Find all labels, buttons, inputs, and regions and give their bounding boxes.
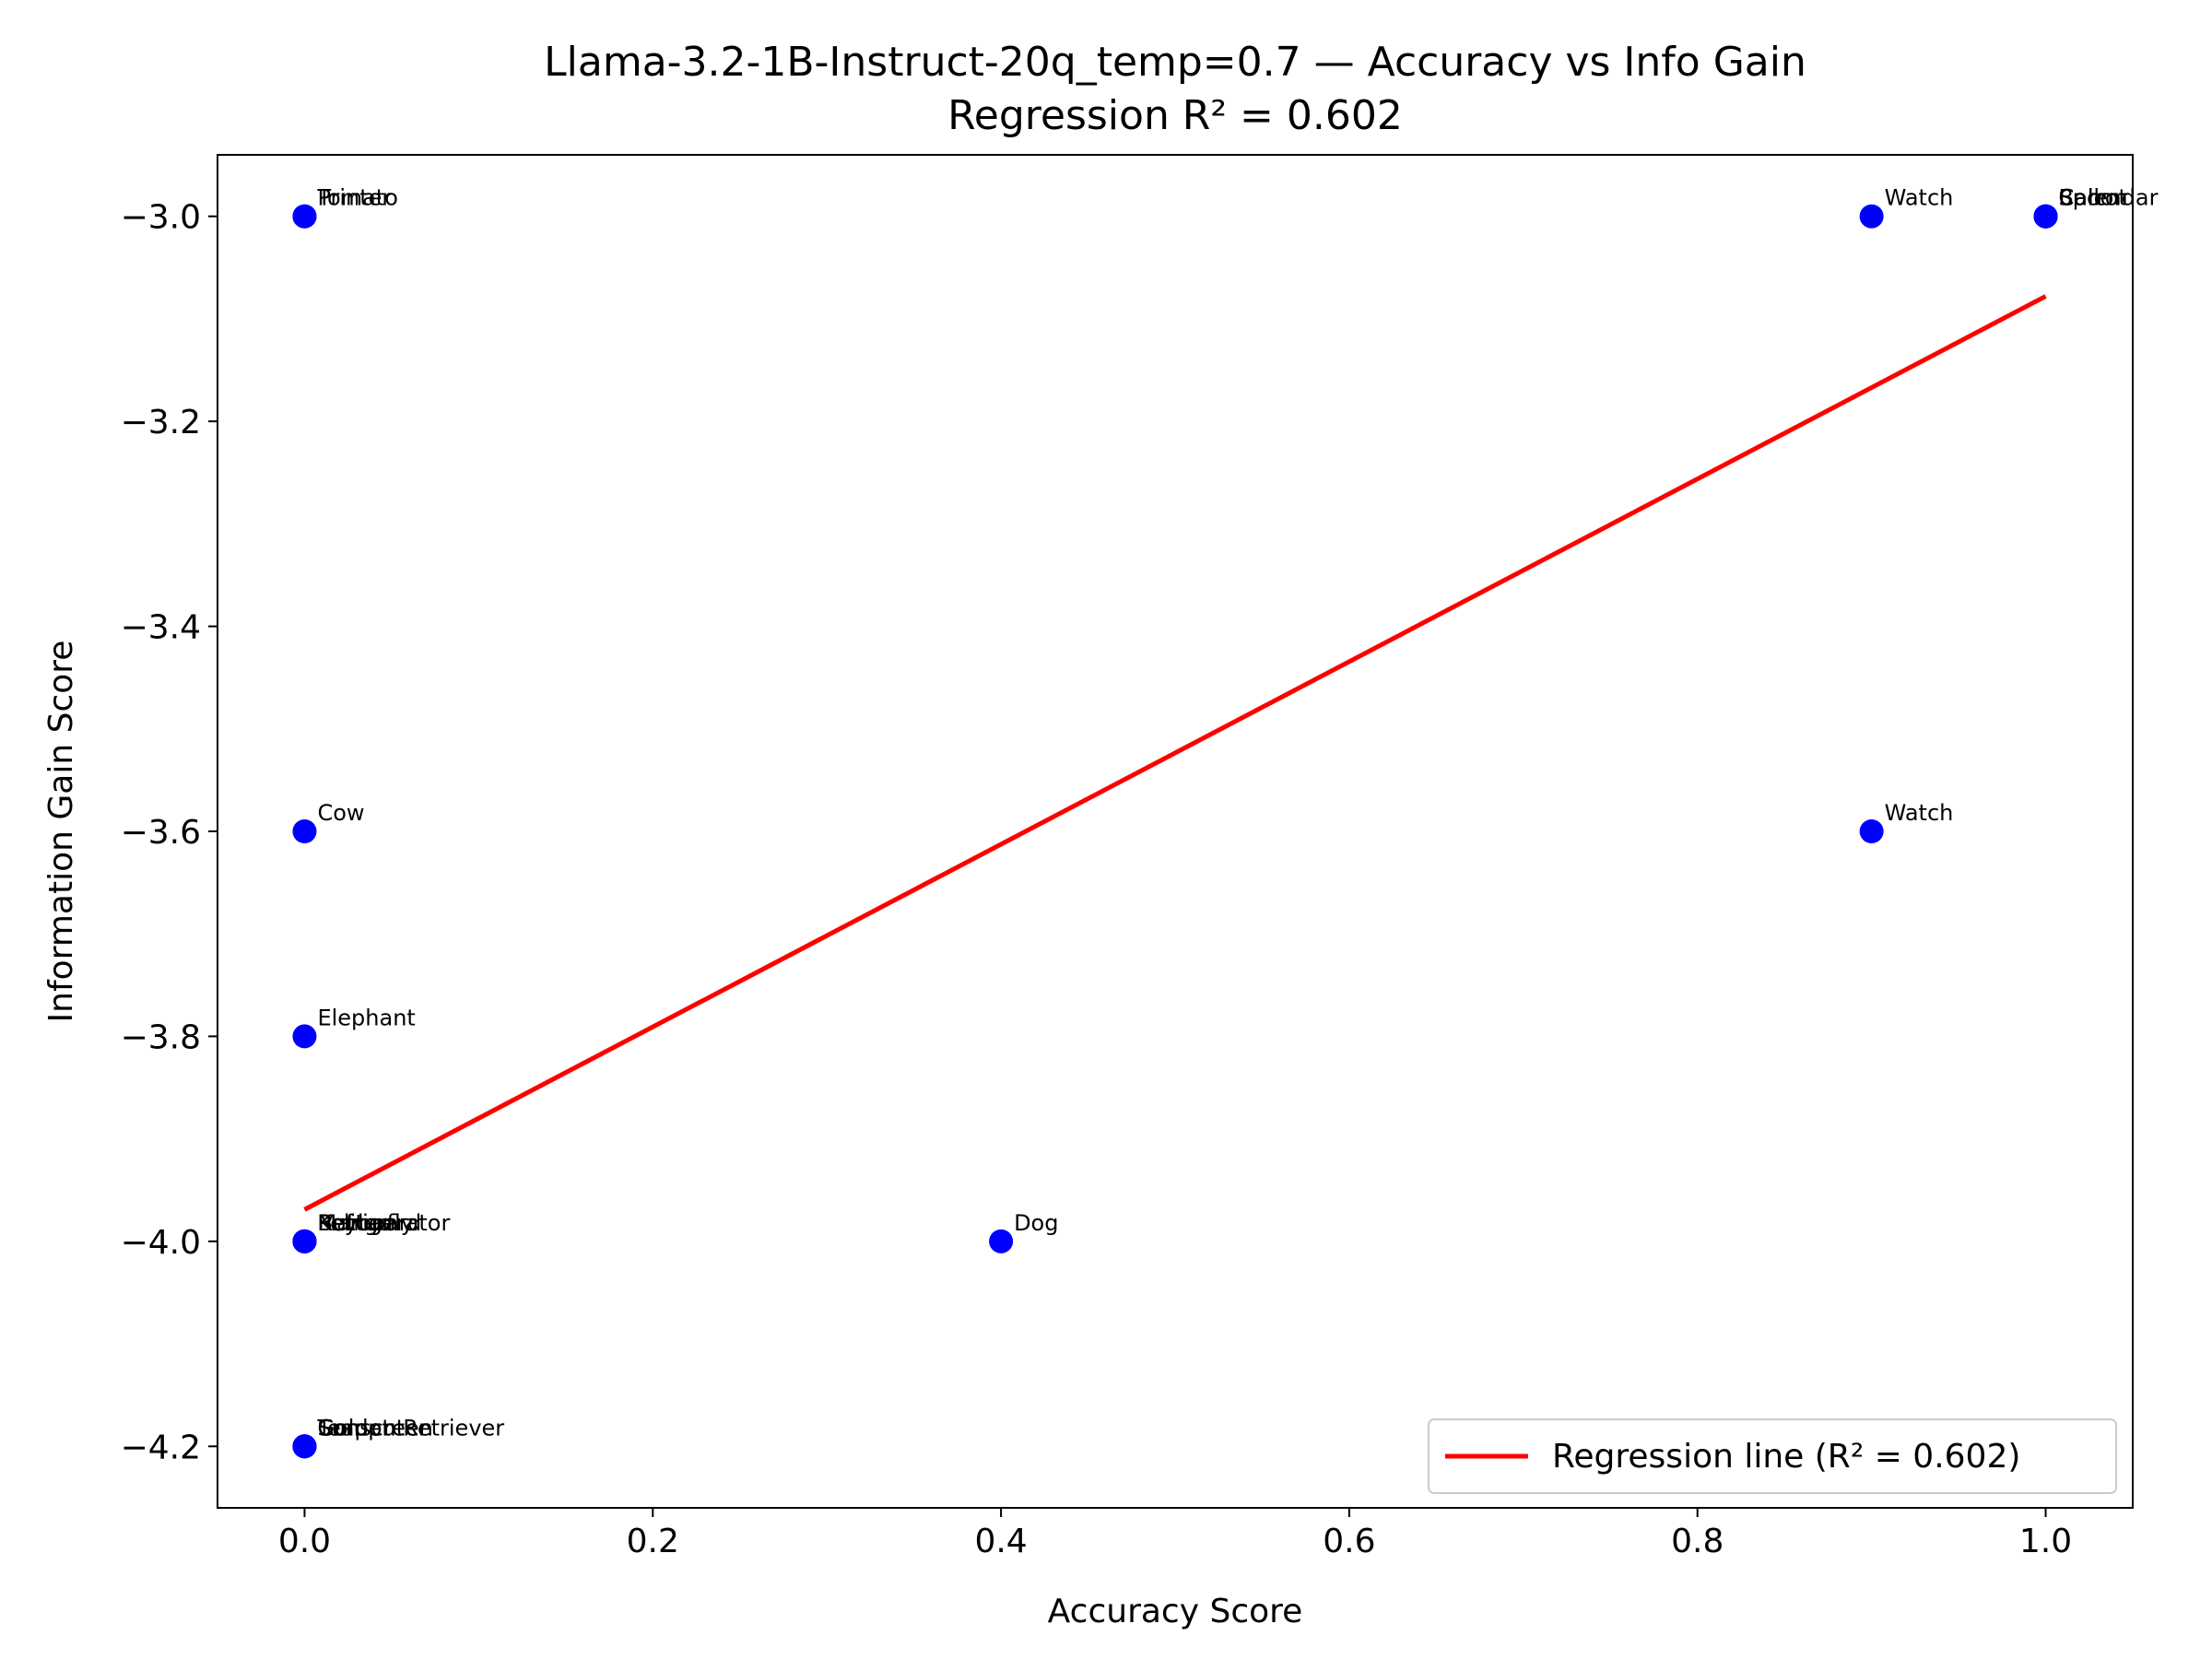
x-tick-label: 0.6 bbox=[1323, 1523, 1375, 1560]
data-point-label: Keyboard bbox=[317, 1210, 421, 1236]
data-point bbox=[1859, 819, 1884, 843]
data-point bbox=[2033, 204, 2058, 229]
data-point-label: Watch bbox=[1885, 185, 1954, 211]
x-tick-label: 0.4 bbox=[974, 1523, 1027, 1560]
data-point-label: Computer bbox=[317, 1415, 427, 1441]
x-tick-label: 0.0 bbox=[278, 1523, 331, 1560]
x-axis: 0.0 0.2 0.4 0.6 0.8 1.0 bbox=[278, 1508, 2072, 1560]
data-point-label: Tomato bbox=[316, 185, 397, 211]
y-tick-label: −3.0 bbox=[121, 199, 201, 237]
data-point-label: Cow bbox=[317, 800, 364, 826]
data-point-label: Sunscreen bbox=[317, 1415, 432, 1441]
data-point bbox=[1859, 204, 1884, 229]
data-point bbox=[292, 204, 317, 229]
legend-box bbox=[1428, 1418, 2117, 1494]
legend: Regression line (R² = 0.602) bbox=[1428, 1418, 2117, 1494]
chart-subtitle: Regression R² = 0.602 bbox=[947, 92, 1403, 139]
data-point-label: Printer bbox=[317, 185, 391, 211]
y-tick-label: −3.6 bbox=[121, 814, 201, 852]
data-point bbox=[989, 1229, 1014, 1253]
y-tick-label: −3.8 bbox=[121, 1018, 201, 1056]
data-point-label: Elephant bbox=[317, 1005, 415, 1030]
data-point-label: Watch bbox=[1885, 800, 1954, 826]
x-tick-label: 0.2 bbox=[627, 1523, 679, 1560]
chart-title: Llama-3.2-1B-Instruct-20q_temp=0.7 — Acc… bbox=[544, 39, 1806, 86]
data-point bbox=[292, 1229, 317, 1253]
regression-line bbox=[303, 294, 2047, 1212]
data-point-label: Teapot bbox=[316, 1415, 390, 1441]
data-point bbox=[292, 1434, 317, 1459]
data-point-label: Spoon bbox=[2059, 185, 2128, 211]
x-tick-label: 0.8 bbox=[1671, 1523, 1724, 1560]
data-point-label: Mango bbox=[317, 1210, 392, 1236]
data-point-label: Butterfly bbox=[317, 1210, 413, 1236]
y-tick-label: −4.0 bbox=[121, 1224, 201, 1262]
data-point-label: Ball bbox=[2059, 185, 2100, 211]
y-tick-label: −3.2 bbox=[121, 404, 201, 441]
x-axis-label: Accuracy Score bbox=[1048, 1593, 1303, 1630]
data-point bbox=[292, 819, 317, 843]
data-point bbox=[292, 1024, 317, 1049]
data-point-label: Dog bbox=[1014, 1210, 1058, 1236]
legend-entry-regression: Regression line (R² = 0.602) bbox=[1552, 1438, 2020, 1476]
y-tick-label: −4.2 bbox=[121, 1429, 201, 1466]
data-point-label: Refrigerator bbox=[317, 1210, 450, 1236]
data-point-label: Carrot bbox=[2059, 185, 2127, 211]
x-tick-label: 1.0 bbox=[2019, 1523, 2072, 1560]
data-point-label: Calendar bbox=[2059, 185, 2159, 211]
y-axis-label: Information Gain Score bbox=[42, 641, 80, 1023]
y-tick-label: −3.4 bbox=[121, 609, 201, 647]
y-axis: −3.0 −3.2 −3.4 −3.6 −3.8 −4.0 −4.2 bbox=[121, 199, 218, 1466]
data-point-label: Golden Retriever bbox=[317, 1415, 504, 1441]
data-point-label: Pelican bbox=[317, 1210, 395, 1236]
